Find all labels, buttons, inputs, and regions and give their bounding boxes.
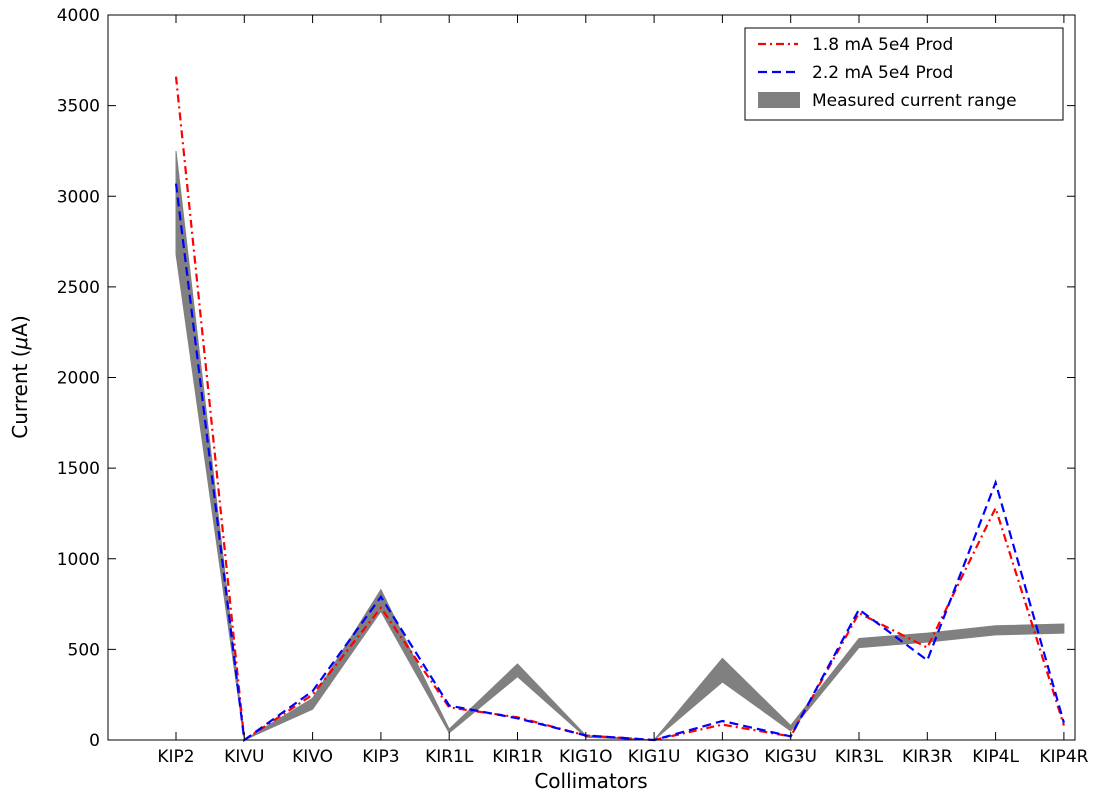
- axis-ticks: 0 500 1000 1500 2000 2500 3000 3500 4000 KIP2 KIVU…: [57, 6, 1089, 767]
- x-tick-label: KIG1U: [628, 747, 681, 767]
- legend-label-3: Measured current range: [812, 91, 1017, 111]
- x-tick-label: KIVO: [292, 747, 333, 767]
- measured-range-band: [175, 150, 1065, 741]
- x-tick-label: KIP4R: [1039, 747, 1088, 767]
- y-tick-label: 1000: [57, 550, 100, 570]
- x-tick-label: KIP3: [362, 747, 399, 767]
- x-tick-label: KIR1L: [425, 747, 474, 767]
- y-tick-label: 4000: [57, 6, 100, 26]
- x-tick-label: KIP4L: [972, 747, 1019, 767]
- y-axis-label: Current (μA): [8, 315, 32, 439]
- x-tick-label: KIG3O: [696, 747, 750, 767]
- x-tick-label: KIR1R: [492, 747, 543, 767]
- x-tick-label: KIP2: [157, 747, 194, 767]
- plot-area: [174, 76, 1065, 742]
- x-tick-label: KIG3U: [764, 747, 817, 767]
- x-tick-label: KIR3R: [902, 747, 953, 767]
- y-tick-label: 3500: [57, 97, 100, 117]
- series-line-2: [174, 183, 1065, 742]
- legend-swatch-3: [758, 92, 800, 108]
- legend-label-1: 1.8 mA 5e4 Prod: [812, 35, 953, 55]
- y-tick-label: 2000: [57, 369, 100, 389]
- legend-label-2: 2.2 mA 5e4 Prod: [812, 63, 953, 83]
- y-tick-label: 0: [89, 731, 100, 751]
- plot-frame: [107, 14, 1076, 741]
- x-tick-label: KIR3L: [835, 747, 884, 767]
- legend: 1.8 mA 5e4 Prod 2.2 mA 5e4 Prod Measured c…: [744, 27, 1064, 121]
- x-tick-label: KIVU: [224, 747, 264, 767]
- y-tick-label: 2500: [57, 278, 100, 298]
- x-axis-label: Collimators: [534, 769, 647, 793]
- series-line-1: [174, 76, 1065, 742]
- y-tick-label: 3000: [57, 187, 100, 207]
- y-tick-label: 500: [68, 640, 100, 660]
- x-tick-label: KIG1O: [559, 747, 613, 767]
- y-tick-label: 1500: [57, 459, 100, 479]
